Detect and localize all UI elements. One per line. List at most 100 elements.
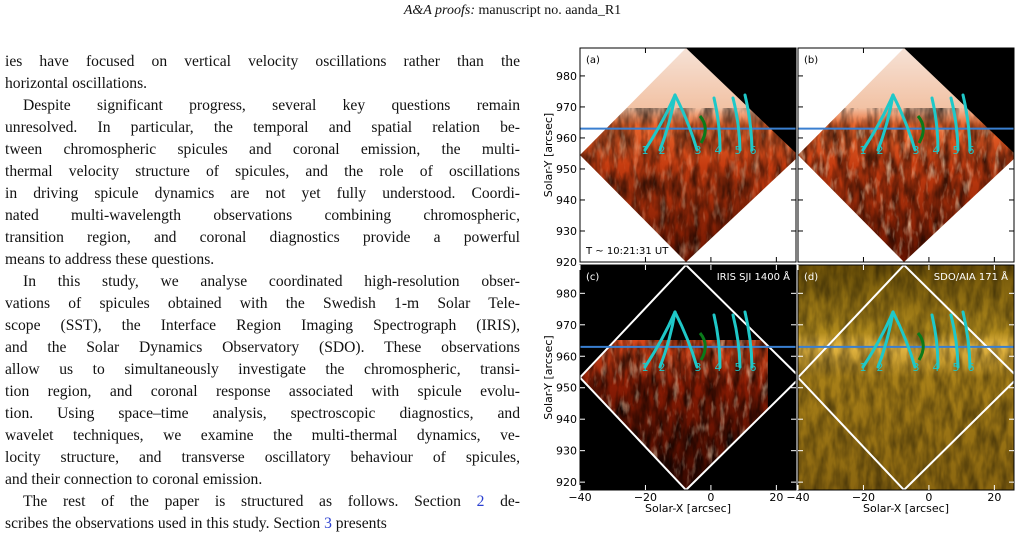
spicule-track bbox=[673, 310, 699, 369]
track-label: 2 bbox=[659, 144, 666, 157]
y-tick-label: 950 bbox=[556, 163, 577, 176]
spicule-track bbox=[930, 313, 940, 369]
timestamp: T ~ 10:21:31 UT bbox=[585, 246, 669, 257]
track-label: 2 bbox=[877, 361, 884, 374]
panel-label: (c) bbox=[586, 272, 599, 283]
y-tick-label: 940 bbox=[556, 194, 577, 207]
spicule-track bbox=[743, 310, 754, 369]
x-tick-label: 20 bbox=[987, 491, 1001, 504]
track-label: 5 bbox=[953, 361, 960, 374]
x-axis-label: Solar-X [arcsec] bbox=[645, 502, 731, 515]
y-tick-label: 930 bbox=[556, 225, 577, 238]
x-tick-label: −20 bbox=[852, 491, 875, 504]
track-label: 4 bbox=[715, 144, 722, 157]
fov-outline bbox=[580, 265, 796, 490]
manuscript: manuscript no. aanda_R1 bbox=[478, 3, 622, 18]
spicule-track bbox=[891, 93, 917, 152]
panel-title: Hα LC bbox=[978, 55, 1008, 66]
text-line: horizontal oscillations. bbox=[5, 75, 148, 92]
panel-frame bbox=[797, 264, 1015, 491]
track-label: 4 bbox=[715, 361, 722, 374]
y-tick-label: 960 bbox=[556, 132, 577, 145]
spicule-track bbox=[712, 313, 722, 369]
spicule-track bbox=[712, 96, 722, 152]
track-label: 1 bbox=[642, 144, 649, 157]
section-ref: 2 bbox=[476, 493, 485, 510]
text-run: de- bbox=[484, 493, 520, 510]
track-label: 5 bbox=[735, 144, 742, 157]
panel-title: IRIS SJI 1400 Å bbox=[717, 270, 790, 283]
spicule-track bbox=[961, 93, 972, 152]
spicule-track bbox=[961, 310, 972, 369]
track-label: 1 bbox=[860, 361, 867, 374]
track-label: 6 bbox=[750, 361, 757, 374]
track-label: 3 bbox=[913, 144, 920, 157]
spicule-track-green bbox=[916, 332, 925, 361]
data-edge bbox=[768, 325, 796, 490]
text-line: nated multi-wavelength observations comb… bbox=[5, 207, 520, 224]
spicule-track bbox=[731, 96, 742, 152]
spicule-track bbox=[658, 93, 677, 152]
track-label: 6 bbox=[968, 361, 975, 374]
panel-title: Hα - 0.8 Å bbox=[740, 53, 790, 66]
spicule-track bbox=[876, 93, 895, 152]
text-run: presents bbox=[331, 515, 387, 532]
spicule-track bbox=[673, 93, 699, 152]
panel-label: (a) bbox=[586, 55, 600, 66]
y-tick-label: 980 bbox=[556, 287, 577, 300]
y-tick-label: 930 bbox=[556, 445, 577, 458]
x-tick-label: −20 bbox=[634, 491, 657, 504]
spicule-track-green bbox=[698, 115, 707, 144]
text-line: thermal velocity structure of spicules, … bbox=[5, 163, 520, 180]
track-label: 3 bbox=[695, 144, 702, 157]
text-line: Despite significant progress, several ke… bbox=[23, 97, 520, 114]
text-line: unresolved. In particular, the temporal … bbox=[5, 119, 520, 136]
spicule-track bbox=[731, 313, 742, 369]
panel-frame bbox=[579, 264, 797, 491]
spicule-track bbox=[949, 313, 960, 369]
x-tick-label: 0 bbox=[925, 491, 932, 504]
y-tick-label: 920 bbox=[556, 256, 577, 269]
panel-frame bbox=[797, 47, 1015, 263]
track-label: 4 bbox=[933, 144, 940, 157]
track-label: 1 bbox=[642, 361, 649, 374]
spicule-track-green bbox=[916, 115, 925, 144]
text-run: scribes the observations used in this st… bbox=[5, 515, 325, 532]
x-tick-label: −40 bbox=[786, 491, 809, 504]
section-ref: 3 bbox=[324, 515, 332, 532]
text-line: tion region, and coronal response associ… bbox=[5, 383, 520, 400]
text-line: vations of spicules obtained with the Sw… bbox=[5, 295, 520, 312]
y-tick-label: 920 bbox=[556, 476, 577, 489]
text-line: and their connection to coronal emission… bbox=[5, 471, 263, 488]
y-axis-label: Solar-Y [arcsec] bbox=[542, 335, 555, 419]
spicule-track bbox=[658, 310, 677, 369]
track-label: 2 bbox=[659, 361, 666, 374]
off-disk-mask bbox=[686, 48, 796, 153]
text-line: tween chromospheric spicules and coronal… bbox=[5, 141, 520, 158]
y-tick-label: 970 bbox=[556, 101, 577, 114]
y-tick-label: 970 bbox=[556, 319, 577, 332]
text-line: scribes the observations used in this st… bbox=[5, 513, 520, 535]
panel-title: SDO/AIA 171 Å bbox=[934, 270, 1008, 283]
track-label: 6 bbox=[968, 144, 975, 157]
spicule-track-green bbox=[698, 332, 707, 361]
text-line: tion. Using space–time analysis, spectro… bbox=[5, 405, 520, 422]
track-label: 3 bbox=[913, 361, 920, 374]
panel-label: (b) bbox=[804, 55, 818, 66]
track-label: 3 bbox=[695, 361, 702, 374]
x-tick-label: 0 bbox=[707, 491, 714, 504]
text-line: In this study, we analyse coordinated hi… bbox=[23, 273, 520, 290]
spicule-track bbox=[949, 96, 960, 152]
y-tick-label: 980 bbox=[556, 70, 577, 83]
track-label: 4 bbox=[933, 361, 940, 374]
text-line: allow us to simultaneously investigate t… bbox=[5, 361, 520, 378]
text-line: means to address these questions. bbox=[5, 251, 215, 268]
x-tick-label: 20 bbox=[769, 491, 783, 504]
y-tick-label: 960 bbox=[556, 350, 577, 363]
